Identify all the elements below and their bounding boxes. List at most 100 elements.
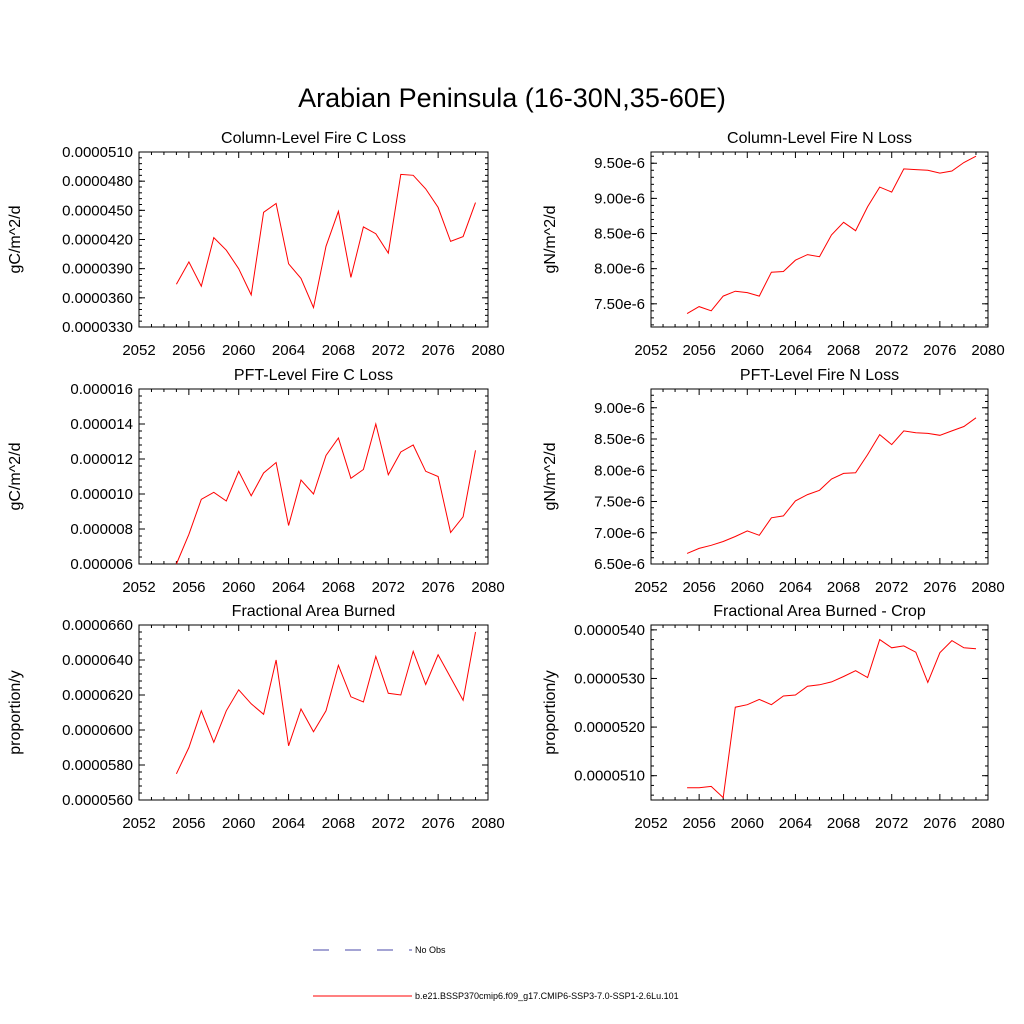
series-line — [175, 631, 476, 775]
y-tick-label: 9.00e-6 — [594, 400, 645, 417]
x-tick-label: 2064 — [779, 342, 812, 359]
y-tick-label: 0.000006 — [70, 556, 133, 573]
y-tick-label: 0.0000420 — [62, 232, 133, 249]
y-tick-label: 0.0000600 — [62, 722, 133, 739]
x-tick-label: 2072 — [875, 815, 908, 832]
x-tick-label: 2056 — [172, 579, 205, 596]
x-tick-label: 2068 — [827, 579, 860, 596]
x-tick-label: 2052 — [634, 815, 667, 832]
chart-panel-3: PFT-Level Fire C Loss 2052 2056 2060 2064 206… — [7, 367, 505, 596]
x-tick-label: 2072 — [372, 815, 405, 832]
y-tick-label: 0.000010 — [70, 486, 133, 503]
x-tick-label: 2080 — [471, 815, 504, 832]
x-tick-label: 2060 — [731, 342, 764, 359]
chart-panel-4: PFT-Level Fire N Loss 2052 2056 2060 2064 206… — [542, 367, 1005, 596]
x-tick-label: 2056 — [682, 815, 715, 832]
x-tick-label: 2052 — [122, 342, 155, 359]
y-tick-label: 0.0000560 — [62, 792, 133, 809]
y-tick-label: 0.000014 — [70, 416, 133, 433]
series-line — [687, 638, 977, 799]
x-tick-label: 2052 — [634, 342, 667, 359]
y-axis-label: gN/m^2/d — [542, 443, 559, 511]
panel-title: Fractional Area Burned — [232, 603, 396, 620]
x-tick-label: 2076 — [421, 342, 454, 359]
x-tick-label: 2056 — [172, 815, 205, 832]
y-tick-label: 0.000016 — [70, 381, 133, 398]
y-tick-label: 0.0000660 — [62, 617, 133, 634]
x-tick-label: 2056 — [682, 342, 715, 359]
y-axis-label: gC/m^2/d — [7, 443, 24, 511]
x-tick-label: 2080 — [471, 342, 504, 359]
y-tick-label: 0.000012 — [70, 451, 133, 468]
x-tick-label: 2068 — [322, 815, 355, 832]
y-tick-label: 0.0000330 — [62, 319, 133, 336]
x-tick-label: 2080 — [471, 579, 504, 596]
x-tick-label: 2076 — [421, 815, 454, 832]
chart-panel-1: Column-Level Fire C Loss 2052 2056 2060 2064… — [7, 130, 505, 359]
x-tick-label: 2072 — [875, 342, 908, 359]
series-line — [175, 173, 476, 310]
y-tick-label: 0.0000450 — [62, 202, 133, 219]
x-tick-label: 2080 — [971, 579, 1004, 596]
x-tick-label: 2064 — [272, 342, 305, 359]
x-tick-label: 2060 — [731, 579, 764, 596]
y-tick-label: 0.0000520 — [574, 719, 645, 736]
series-line — [686, 155, 977, 315]
y-tick-label: 7.00e-6 — [594, 525, 645, 542]
y-tick-label: 0.0000510 — [574, 768, 645, 785]
y-tick-label: 0.0000530 — [574, 670, 645, 687]
panel-title: Fractional Area Burned - Crop — [713, 603, 926, 620]
legend-label: b.e21.BSSP370cmip6.f09_g17.CMIP6-SSP3-7.… — [415, 991, 679, 1001]
x-tick-label: 2068 — [322, 342, 355, 359]
y-tick-label: 8.00e-6 — [594, 261, 645, 278]
series-line — [686, 417, 977, 554]
x-tick-label: 2076 — [923, 815, 956, 832]
panel-title: Column-Level Fire C Loss — [221, 130, 406, 147]
panel-title: PFT-Level Fire N Loss — [740, 367, 899, 384]
y-tick-label: 0.0000360 — [62, 290, 133, 307]
x-tick-label: 2072 — [372, 579, 405, 596]
x-tick-label: 2068 — [322, 579, 355, 596]
chart-panel-6: Fractional Area Burned - Crop 2052 2056 206… — [542, 603, 1005, 832]
x-tick-label: 2064 — [779, 815, 812, 832]
x-tick-label: 2064 — [779, 579, 812, 596]
y-tick-label: 9.00e-6 — [594, 190, 645, 207]
x-tick-label: 2060 — [222, 815, 255, 832]
y-tick-label: 0.0000580 — [62, 757, 133, 774]
legend-label: No Obs — [415, 945, 446, 955]
y-tick-label: 8.50e-6 — [594, 431, 645, 448]
y-tick-label: 0.0000480 — [62, 173, 133, 190]
x-tick-label: 2076 — [421, 579, 454, 596]
y-axis-label: proportion/y — [542, 670, 559, 755]
y-tick-label: 8.00e-6 — [594, 462, 645, 479]
chart-panel-2: Column-Level Fire N Loss 2052 2056 2060 2064… — [542, 130, 1005, 359]
x-tick-label: 2080 — [971, 342, 1004, 359]
x-tick-label: 2052 — [122, 579, 155, 596]
y-axis-label: gC/m^2/d — [7, 206, 24, 274]
series-line — [175, 422, 476, 565]
x-tick-label: 2064 — [272, 579, 305, 596]
x-tick-label: 2060 — [222, 579, 255, 596]
x-tick-label: 2056 — [172, 342, 205, 359]
y-tick-label: 0.000008 — [70, 521, 133, 538]
y-tick-label: 6.50e-6 — [594, 556, 645, 573]
x-tick-label: 2076 — [923, 342, 956, 359]
y-tick-label: 0.0000390 — [62, 261, 133, 278]
figure-title: Arabian Peninsula (16-30N,35-60E) — [298, 83, 726, 113]
x-tick-label: 2052 — [122, 815, 155, 832]
panel-title: PFT-Level Fire C Loss — [234, 367, 393, 384]
x-tick-label: 2064 — [272, 815, 305, 832]
panel-title: Column-Level Fire N Loss — [727, 130, 912, 147]
y-tick-label: 8.50e-6 — [594, 226, 645, 243]
y-tick-label: 0.0000540 — [574, 622, 645, 639]
y-tick-label: 9.50e-6 — [594, 155, 645, 172]
legend: No Obs b.e21.BSSP370cmip6.f09_g17.CMIP6-S… — [313, 945, 679, 1001]
y-tick-label: 0.0000620 — [62, 687, 133, 704]
x-tick-label: 2072 — [875, 579, 908, 596]
x-tick-label: 2060 — [222, 342, 255, 359]
y-axis-label: proportion/y — [7, 670, 24, 755]
y-tick-label: 7.50e-6 — [594, 296, 645, 313]
x-tick-label: 2080 — [971, 815, 1004, 832]
chart-panel-5: Fractional Area Burned 2052 2056 2060 2064 20… — [7, 603, 505, 832]
